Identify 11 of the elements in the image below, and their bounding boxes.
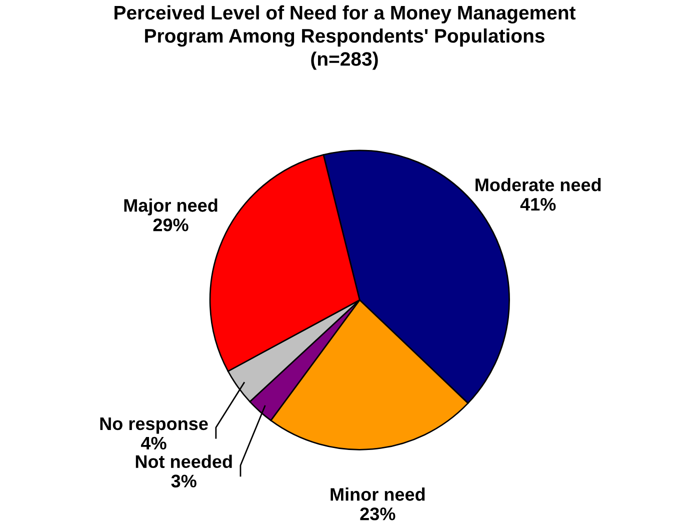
slice-label: Minor need <box>330 488 425 501</box>
data-label: 41% <box>520 198 556 211</box>
slice-label: Moderate need <box>476 178 601 192</box>
slice-label: No response <box>100 418 208 434</box>
data-label: 23% <box>360 507 396 520</box>
data-label: 29% <box>153 218 188 232</box>
data-label: 4% <box>140 436 166 450</box>
slice-label: Major need <box>124 198 218 216</box>
data-label: 3% <box>171 474 196 488</box>
slice-label: Not needed <box>136 454 232 468</box>
chart-title: Perceived Level of Need for a Money Management Program Among Respondents' Populations (n=283) <box>114 5 576 70</box>
